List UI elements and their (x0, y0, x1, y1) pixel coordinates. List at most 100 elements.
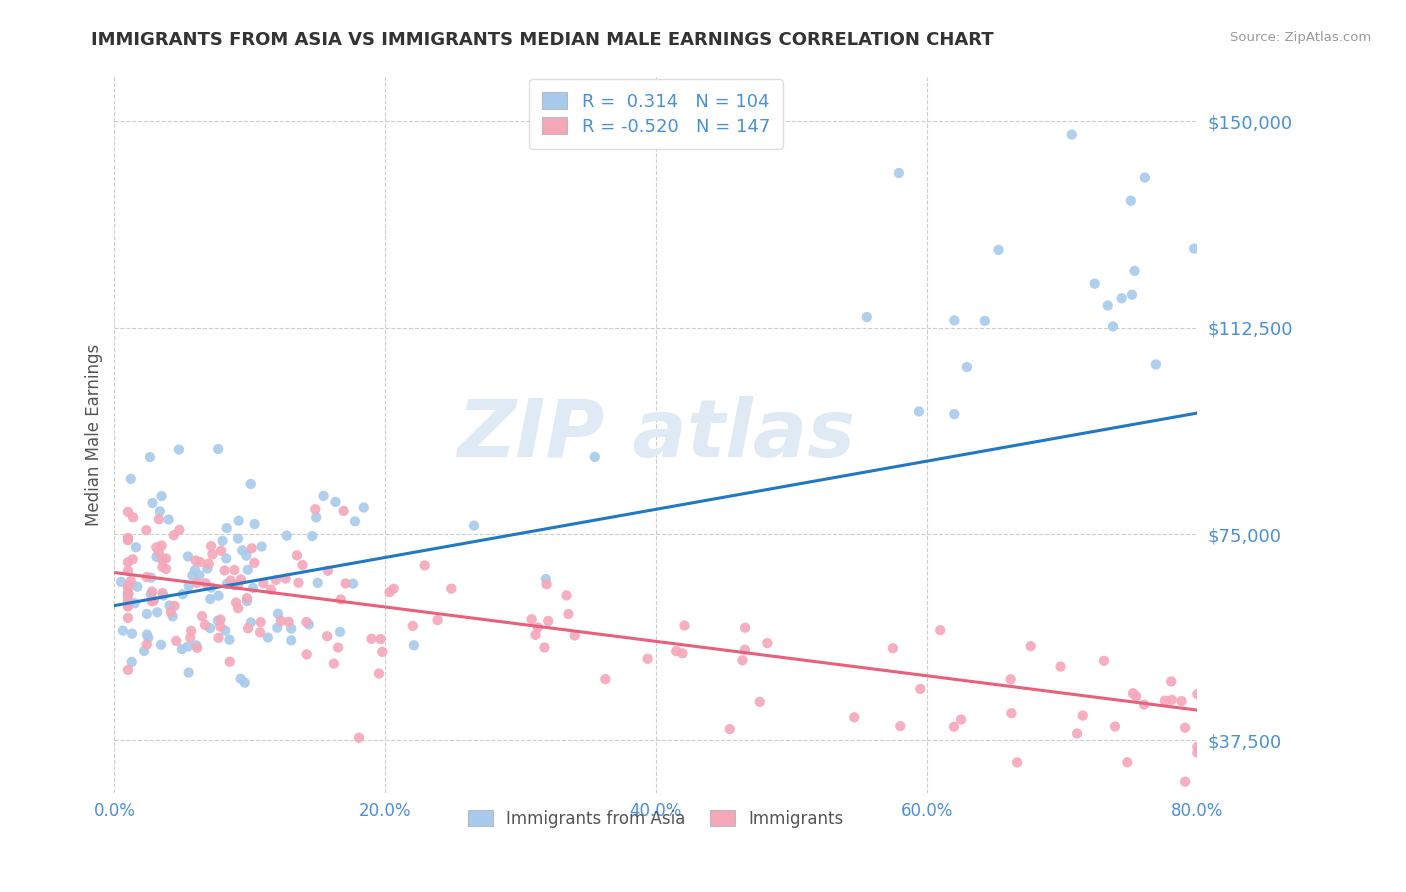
Point (155, 562, 177, 576)
Point (950, 713, 973, 727)
Point (564, 628, 586, 642)
Point (177, 549, 200, 564)
Point (207, 614, 229, 628)
Point (159, 599, 181, 613)
Point (1121, 287, 1143, 301)
Point (1019, 639, 1042, 653)
Point (332, 504, 354, 518)
Point (197, 557, 219, 571)
Point (228, 577, 250, 591)
Point (734, 642, 756, 657)
Point (214, 564, 236, 578)
Point (141, 571, 163, 585)
Point (236, 621, 259, 635)
Point (110, 574, 132, 589)
Point (207, 442, 229, 456)
Point (329, 592, 352, 607)
Point (231, 543, 253, 558)
Point (207, 589, 229, 603)
Point (673, 618, 696, 632)
Point (186, 576, 208, 591)
Point (117, 531, 139, 545)
Point (226, 532, 249, 546)
Point (526, 620, 548, 634)
Point (141, 496, 163, 510)
Point (172, 587, 194, 601)
Point (371, 645, 394, 659)
Point (145, 541, 167, 555)
Point (186, 638, 208, 652)
Point (277, 615, 299, 629)
Point (200, 592, 222, 607)
Point (1060, 128, 1083, 142)
Point (186, 640, 208, 655)
Point (141, 584, 163, 599)
Point (322, 657, 344, 671)
Point (402, 619, 425, 633)
Point (250, 540, 273, 554)
Point (228, 514, 250, 528)
Point (534, 572, 557, 586)
Point (671, 646, 693, 660)
Point (135, 637, 157, 651)
Point (142, 593, 165, 607)
Point (149, 504, 172, 518)
Point (235, 549, 257, 563)
Point (844, 710, 866, 724)
Point (170, 642, 193, 657)
Point (1154, 694, 1177, 708)
Point (929, 623, 952, 637)
Point (209, 543, 232, 558)
Point (150, 539, 173, 553)
Point (124, 596, 146, 610)
Point (224, 563, 246, 577)
Point (280, 633, 302, 648)
Point (943, 313, 966, 327)
Point (117, 663, 139, 677)
Point (165, 633, 187, 648)
Point (295, 615, 318, 629)
Point (219, 574, 242, 588)
Point (637, 652, 659, 666)
Point (127, 580, 149, 594)
Point (889, 719, 911, 733)
Point (1097, 299, 1119, 313)
Point (257, 631, 280, 645)
Point (402, 638, 425, 652)
Point (665, 644, 688, 658)
Point (239, 477, 262, 491)
Point (135, 570, 157, 584)
Point (117, 564, 139, 578)
Point (157, 512, 180, 526)
Point (316, 564, 339, 578)
Point (111, 624, 134, 638)
Text: IMMIGRANTS FROM ASIA VS IMMIGRANTS MEDIAN MALE EARNINGS CORRELATION CHART: IMMIGRANTS FROM ASIA VS IMMIGRANTS MEDIA… (91, 31, 994, 49)
Point (229, 672, 252, 686)
Point (329, 624, 352, 639)
Point (1119, 194, 1142, 208)
Point (316, 629, 339, 643)
Point (201, 548, 224, 562)
Point (956, 360, 979, 375)
Point (1000, 673, 1022, 687)
Point (236, 594, 259, 608)
Point (537, 614, 560, 628)
Point (264, 573, 287, 587)
Point (136, 607, 159, 621)
Point (136, 627, 159, 641)
Point (1049, 659, 1071, 673)
Point (218, 632, 240, 647)
Point (291, 558, 314, 572)
Point (194, 618, 217, 632)
Point (1092, 654, 1115, 668)
Point (266, 621, 288, 635)
Point (125, 541, 148, 555)
Point (179, 631, 201, 645)
Point (734, 621, 756, 635)
Point (121, 655, 143, 669)
Point (224, 578, 246, 592)
Point (117, 599, 139, 613)
Point (139, 450, 162, 464)
Point (117, 594, 139, 608)
Point (910, 681, 932, 696)
